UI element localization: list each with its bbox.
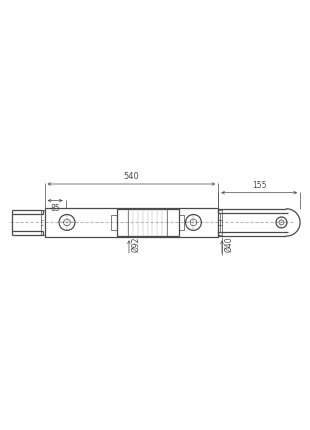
Bar	[179, 215, 184, 230]
Bar	[111, 215, 117, 230]
Bar	[117, 209, 179, 236]
Text: Ø92: Ø92	[131, 237, 140, 252]
Text: 155: 155	[252, 181, 266, 190]
Text: Ø40: Ø40	[224, 237, 233, 252]
Text: 85: 85	[50, 204, 60, 213]
Bar	[45, 208, 218, 237]
Bar	[41, 210, 45, 235]
Bar	[218, 210, 222, 235]
Text: 540: 540	[124, 172, 139, 181]
